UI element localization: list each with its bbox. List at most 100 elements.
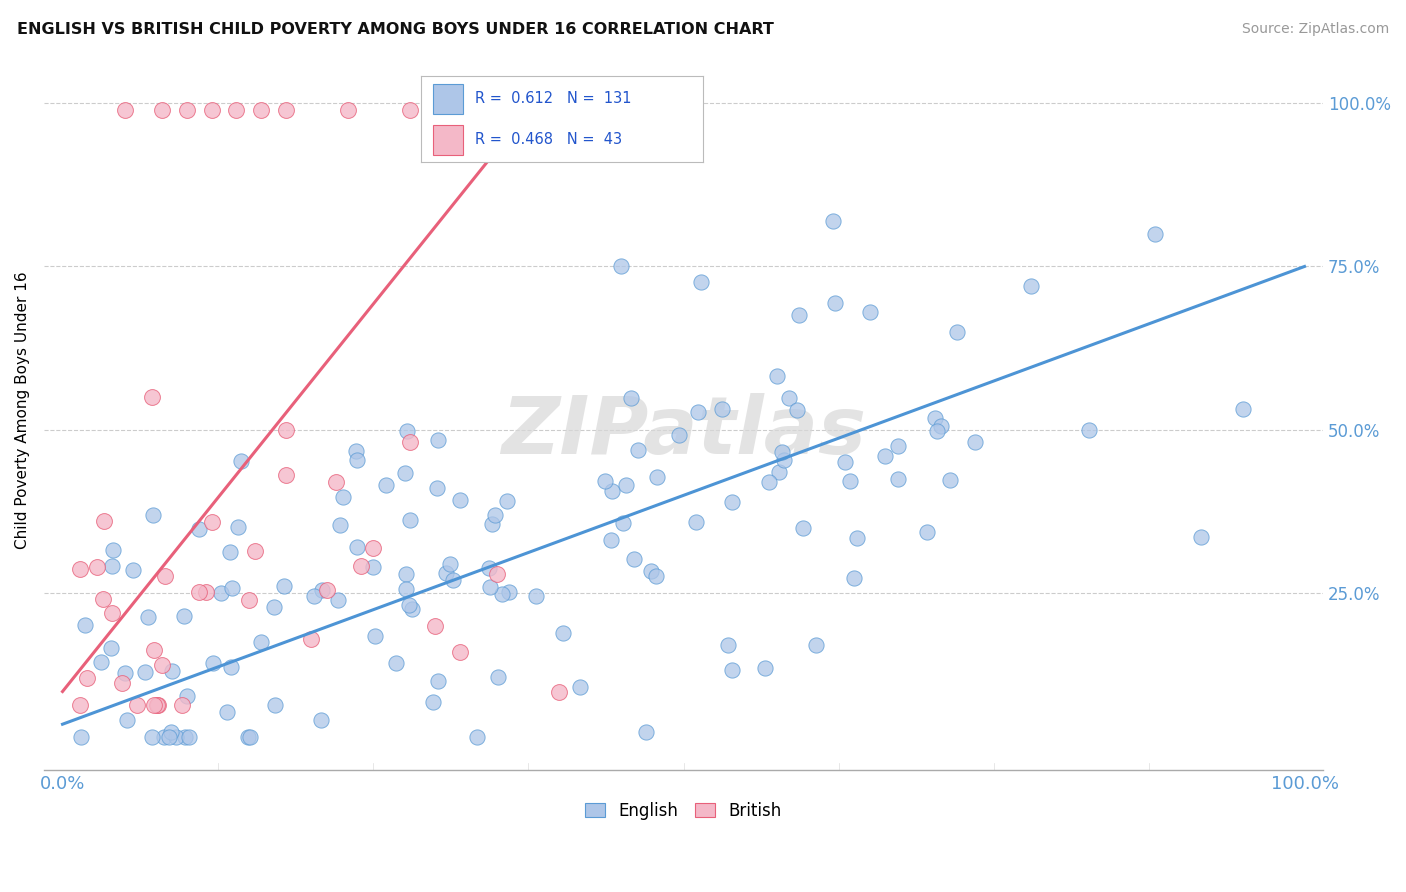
Point	[399, 513, 422, 527]
Point	[778, 391, 800, 405]
Point	[498, 584, 520, 599]
Point	[143, 643, 166, 657]
Point	[610, 260, 633, 274]
Point	[150, 103, 173, 117]
Point	[73, 618, 96, 632]
Point	[170, 698, 193, 712]
Point	[225, 103, 247, 117]
Point	[439, 557, 461, 571]
Point	[395, 424, 418, 438]
Point	[201, 656, 224, 670]
Point	[150, 658, 173, 673]
Point	[548, 684, 571, 698]
Point	[395, 566, 418, 581]
Point	[434, 566, 457, 580]
Point	[141, 390, 163, 404]
Point	[263, 599, 285, 614]
Point	[859, 305, 882, 319]
Point	[141, 731, 163, 745]
Point	[620, 392, 643, 406]
Point	[824, 296, 846, 310]
Point	[215, 705, 238, 719]
Point	[226, 520, 249, 534]
Point	[449, 493, 471, 508]
Point	[174, 731, 197, 745]
Point	[69, 698, 91, 712]
Point	[250, 634, 273, 648]
Point	[553, 626, 575, 640]
Point	[645, 470, 668, 484]
Point	[153, 731, 176, 745]
Point	[875, 450, 897, 464]
Point	[100, 640, 122, 655]
Point	[915, 524, 938, 539]
Point	[385, 657, 408, 671]
Point	[346, 453, 368, 467]
Point	[263, 698, 285, 712]
Point	[478, 561, 501, 575]
Point	[426, 481, 449, 495]
Point	[495, 494, 517, 508]
Point	[176, 689, 198, 703]
Point	[209, 585, 232, 599]
Point	[786, 403, 808, 417]
Point	[394, 582, 416, 596]
Point	[924, 411, 946, 425]
Point	[309, 713, 332, 727]
Point	[134, 665, 156, 679]
Point	[427, 673, 450, 688]
Point	[187, 523, 209, 537]
Point	[1232, 402, 1254, 417]
Point	[627, 442, 650, 457]
Point	[427, 433, 450, 447]
Point	[484, 508, 506, 522]
Point	[569, 680, 592, 694]
Point	[634, 725, 657, 739]
Point	[187, 584, 209, 599]
Point	[758, 475, 780, 490]
Point	[165, 731, 187, 745]
Point	[221, 581, 243, 595]
Point	[239, 731, 262, 745]
Point	[325, 475, 347, 490]
Point	[486, 670, 509, 684]
Point	[274, 103, 297, 117]
Point	[76, 672, 98, 686]
Point	[142, 698, 165, 712]
Point	[600, 483, 623, 498]
Point	[101, 542, 124, 557]
Text: ENGLISH VS BRITISH CHILD POVERTY AMONG BOYS UNDER 16 CORRELATION CHART: ENGLISH VS BRITISH CHILD POVERTY AMONG B…	[17, 22, 773, 37]
Point	[1078, 423, 1101, 437]
Point	[111, 676, 134, 690]
Point	[963, 435, 986, 450]
Point	[721, 494, 744, 508]
Point	[754, 661, 776, 675]
Point	[834, 454, 856, 468]
Point	[101, 558, 124, 573]
Point	[141, 508, 163, 523]
Point	[243, 544, 266, 558]
Point	[839, 474, 862, 488]
Point	[273, 578, 295, 592]
Point	[710, 401, 733, 416]
Point	[160, 725, 183, 739]
Point	[423, 619, 446, 633]
Point	[765, 369, 787, 384]
Text: ZIPatlas: ZIPatlas	[501, 392, 866, 471]
Point	[1191, 530, 1213, 544]
Point	[176, 103, 198, 117]
Point	[155, 569, 177, 583]
Point	[91, 592, 114, 607]
Point	[363, 629, 385, 643]
Point	[361, 560, 384, 574]
Point	[138, 609, 160, 624]
Point	[945, 325, 967, 339]
Point	[70, 730, 93, 744]
Point	[887, 439, 910, 453]
Point	[177, 731, 200, 745]
Point	[449, 645, 471, 659]
Point	[401, 601, 423, 615]
Point	[361, 541, 384, 555]
Point	[1144, 227, 1167, 241]
Point	[623, 552, 645, 566]
